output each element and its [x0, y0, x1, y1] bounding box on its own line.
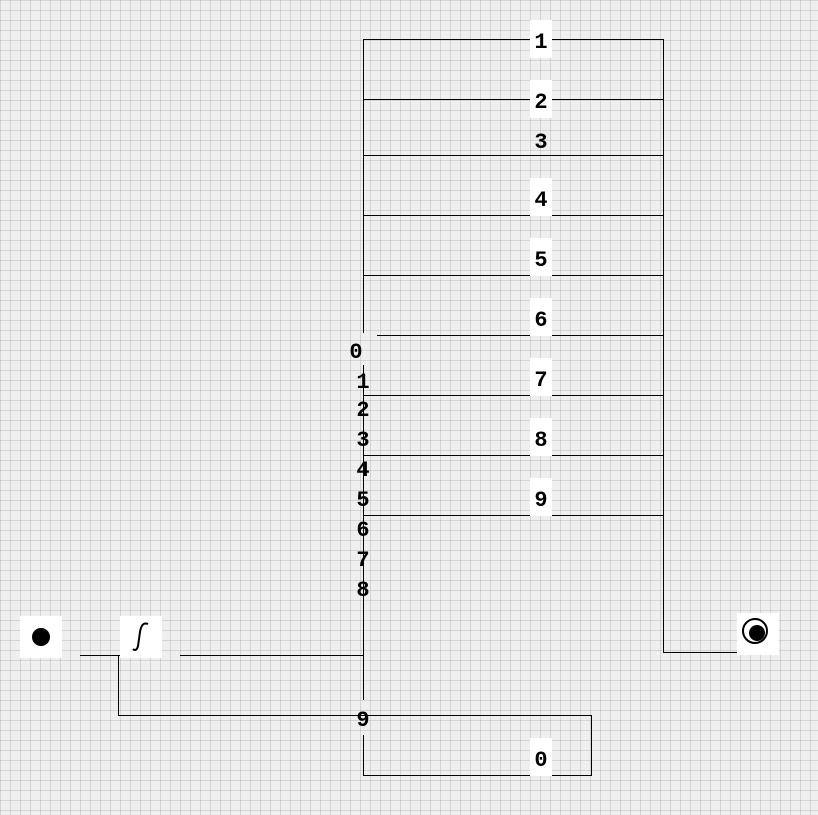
loop-edge-top: [118, 715, 592, 716]
branch-label-0: 0: [530, 738, 552, 776]
choice-node[interactable]: [120, 616, 162, 658]
start-to-choice-edge: [80, 655, 138, 656]
branch-label-4: 4: [530, 178, 552, 216]
branch-label-3: 3: [534, 130, 548, 155]
index-label-4: 4: [356, 458, 370, 483]
final-state-icon: [749, 625, 765, 641]
loop-edge-right: [591, 715, 592, 776]
index-label-8: 8: [356, 578, 370, 603]
branch-label-6: 6: [530, 298, 552, 336]
branch-edge-2: [363, 99, 663, 100]
branch-label-5: 5: [530, 238, 552, 276]
trunk-edge-bottom: [363, 735, 364, 776]
right-bus-edge: [663, 39, 664, 653]
index-label-3: 3: [356, 428, 370, 453]
trunk-edge-upper: [363, 39, 364, 333]
branch-label-8: 8: [530, 418, 552, 456]
start-node[interactable]: [20, 616, 62, 658]
loop-edge-bottom: [363, 775, 592, 776]
branch-edge-4: [363, 215, 663, 216]
choice-to-trunk-edge: [180, 655, 364, 656]
branch-edge-5: [363, 275, 663, 276]
final-node[interactable]: [737, 613, 779, 655]
branch-edge-6: [377, 335, 663, 336]
trunk-edge-lower: [363, 365, 364, 700]
initial-state-icon: [32, 628, 50, 646]
to-final-edge: [663, 652, 757, 653]
index-label-7: 7: [356, 548, 370, 573]
branch-label-9: 9: [530, 478, 552, 516]
branch-edge-9: [363, 515, 663, 516]
branch-edge-1: [363, 39, 663, 40]
integral-choice-icon: [132, 622, 149, 651]
loop-edge-left: [118, 655, 119, 716]
branch-label-1: 1: [530, 20, 552, 58]
branch-edge-7: [363, 395, 663, 396]
branch-edge-3: [363, 155, 663, 156]
branch-label-7: 7: [530, 358, 552, 396]
branch-edge-8: [363, 455, 663, 456]
index-label-2: 2: [356, 398, 370, 423]
index-label-0: 0: [349, 340, 363, 365]
index-label-1: 1: [356, 370, 370, 395]
index-label-5: 5: [356, 488, 370, 513]
index-label-6: 6: [356, 518, 370, 543]
branch-label-2: 2: [530, 80, 552, 118]
index-label-9: 9: [356, 708, 370, 733]
